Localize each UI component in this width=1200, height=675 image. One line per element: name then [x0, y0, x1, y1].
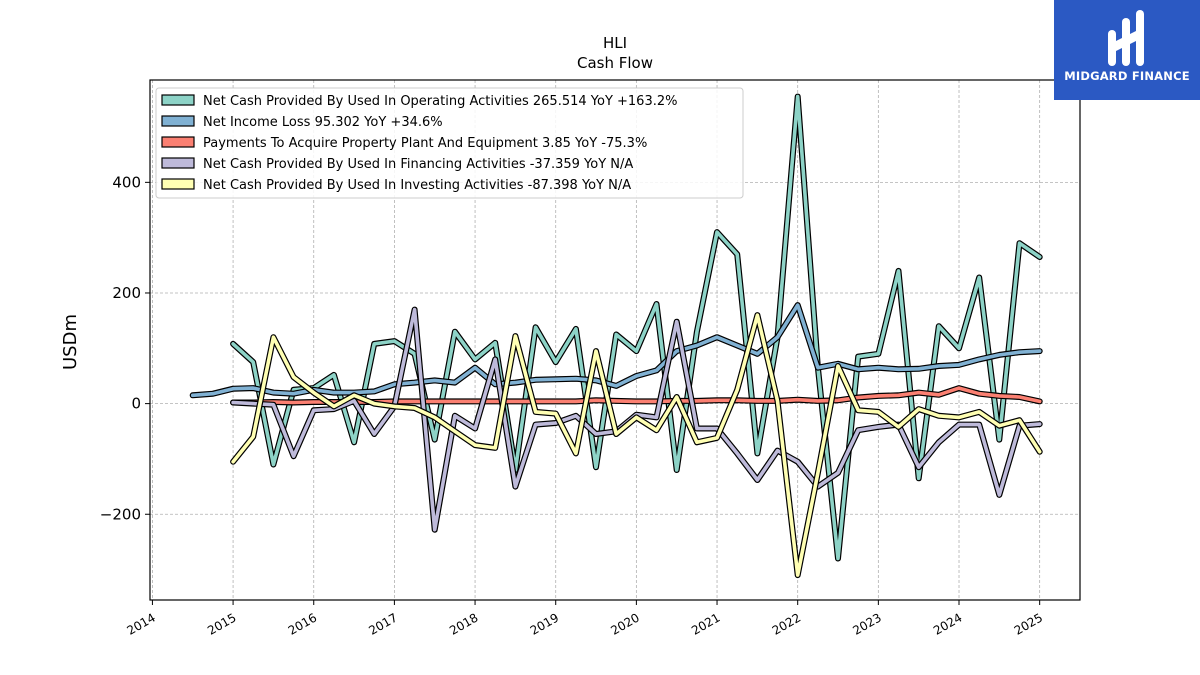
x-tick-label: 2025	[1012, 610, 1045, 637]
legend-entry: Net Cash Provided By Used In Financing A…	[203, 157, 633, 172]
x-tick-label: 2020	[608, 610, 641, 637]
x-tick-label: 2016	[286, 610, 319, 637]
legend-entry: Net Cash Provided By Used In Operating A…	[203, 94, 677, 109]
x-tick-label: 2022	[770, 610, 803, 637]
midgard-mark-icon	[1108, 10, 1144, 66]
y-axis-ticks: −200 0 200 400	[100, 173, 150, 523]
legend-swatch	[161, 115, 195, 127]
chart-subtitle: Cash Flow	[577, 54, 653, 72]
x-axis-ticks: 2014 2015 2016 2017 2018 2019 2020 2021 2022 2023…	[124, 600, 1045, 638]
legend: Net Cash Provided By Used In Operating A…	[155, 87, 744, 199]
legend-entry: Net Income Loss 95.302 YoY +34.6%	[203, 115, 443, 130]
x-tick-label: 2023	[850, 610, 883, 637]
x-tick-label: 2015	[205, 610, 238, 637]
y-tick-label: −200	[100, 505, 141, 523]
series-line	[231, 313, 1042, 577]
y-axis-label: USDm	[60, 314, 81, 370]
series-line	[190, 303, 1042, 398]
series-1	[230, 93, 1043, 562]
series-line	[231, 94, 1042, 561]
brand-logo: MIDGARD FINANCE	[1054, 0, 1200, 100]
y-tick-label: 400	[112, 173, 141, 191]
brand-name: MIDGARD FINANCE	[1064, 69, 1190, 83]
legend-entry: Net Cash Provided By Used In Investing A…	[203, 178, 631, 193]
x-tick-label: 2017	[366, 610, 399, 637]
plot-frame	[149, 79, 1081, 601]
x-tick-label: 2014	[124, 610, 157, 637]
y-tick-label: 0	[131, 395, 141, 413]
x-tick-label: 2024	[931, 610, 964, 637]
series-5	[230, 312, 1043, 579]
legend-swatch	[161, 178, 195, 190]
legend-swatch	[161, 157, 195, 169]
x-tick-label: 2018	[447, 610, 480, 637]
y-tick-label: 200	[112, 284, 141, 302]
x-tick-label: 2019	[528, 610, 561, 637]
series-lines	[189, 93, 1043, 579]
legend-swatch	[161, 94, 195, 106]
legend-box	[155, 87, 744, 199]
legend-swatch	[161, 136, 195, 148]
series-2	[189, 302, 1043, 399]
x-tick-label: 2021	[689, 610, 722, 637]
chart-title: HLI	[603, 34, 627, 52]
legend-entry: Payments To Acquire Property Plant And E…	[203, 136, 647, 151]
